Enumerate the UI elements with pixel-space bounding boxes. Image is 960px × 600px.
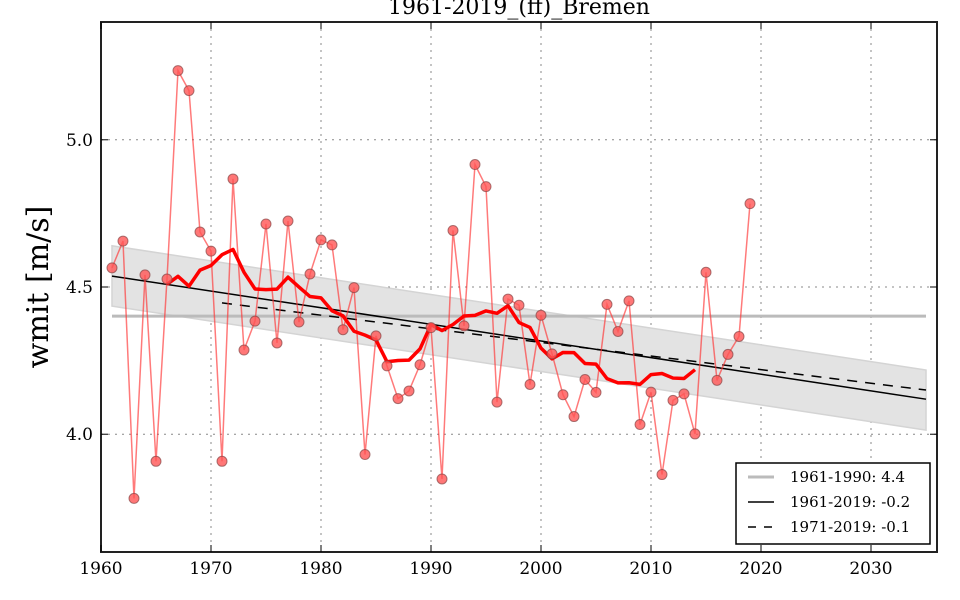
data-point: [601, 298, 613, 310]
data-point: [458, 320, 470, 332]
data-point: [612, 325, 624, 337]
data-point: [491, 396, 503, 408]
data-point: [469, 159, 481, 171]
data-point: [678, 388, 690, 400]
data-point: [711, 374, 723, 386]
y-axis-label: wmit [m/s]: [21, 206, 56, 369]
x-tick-label: 1960: [79, 559, 122, 579]
x-tick-label: 2030: [849, 559, 892, 579]
data-point: [722, 348, 734, 360]
data-point: [150, 455, 162, 467]
data-point: [524, 378, 536, 390]
legend-label-trend-1961: 1961-2019: -0.2: [790, 493, 910, 511]
y-axis: 4.0 4.5 5.0: [66, 131, 937, 445]
data-point: [238, 344, 250, 356]
data-point: [282, 215, 294, 227]
data-point: [689, 428, 701, 440]
data-point: [381, 360, 393, 372]
data-point: [634, 419, 646, 431]
data-point: [315, 234, 327, 246]
data-point: [128, 492, 140, 504]
y-tick-label: 4.0: [66, 425, 93, 445]
y-tick-label: 5.0: [66, 131, 93, 151]
data-point: [425, 322, 437, 334]
x-tick-label: 1990: [409, 559, 452, 579]
data-point: [139, 269, 151, 281]
data-point: [194, 226, 206, 238]
data-point: [656, 469, 668, 481]
data-point: [700, 266, 712, 278]
data-point: [744, 198, 756, 210]
data-point: [733, 330, 745, 342]
x-axis: 1960 1970 1980 1990 2000 2010 2020 2030: [79, 22, 893, 579]
legend: 1961-1990: 4.4 1961-2019: -0.2 1971-2019…: [735, 462, 931, 545]
x-tick-label: 2000: [519, 559, 562, 579]
data-point: [205, 245, 217, 257]
data-point: [117, 235, 129, 247]
data-point: [546, 348, 558, 360]
data-point: [271, 337, 283, 349]
data-point: [304, 268, 316, 280]
data-point: [579, 373, 591, 385]
data-point: [502, 293, 514, 305]
data-point: [535, 309, 547, 321]
trend-line-1961-2019: [111, 275, 927, 400]
data-point: [260, 218, 272, 230]
legend-label-trend-1971: 1971-2019: -0.1: [790, 518, 910, 536]
data-point: [183, 85, 195, 97]
legend-label-mean: 1961-1990: 4.4: [790, 468, 905, 486]
x-tick-label: 1970: [189, 559, 232, 579]
x-tick-label: 1980: [299, 559, 342, 579]
reference-lines: [111, 275, 927, 400]
data-point: [414, 359, 426, 371]
data-point: [623, 295, 635, 307]
data-point: [161, 273, 173, 285]
x-tick-label: 2020: [739, 559, 782, 579]
data-point: [568, 411, 580, 423]
data-point: [172, 65, 184, 77]
data-point: [337, 324, 349, 336]
x-tick-label: 2010: [629, 559, 672, 579]
data-point: [227, 173, 239, 185]
data-point: [106, 262, 118, 274]
data-point: [392, 393, 404, 405]
data-point: [557, 389, 569, 401]
data-point: [359, 449, 371, 461]
data-point: [293, 316, 305, 328]
data-point: [645, 386, 657, 398]
data-point: [436, 473, 448, 485]
chart-title: 1961-2019_(ff)_Bremen: [388, 0, 650, 20]
data-point: [216, 455, 228, 467]
data-point: [326, 239, 338, 251]
data-point: [348, 282, 360, 294]
data-point: [370, 330, 382, 342]
data-point: [667, 394, 679, 406]
data-points: [106, 65, 756, 504]
data-point: [590, 386, 602, 398]
data-point: [249, 315, 261, 327]
data-point: [513, 299, 525, 311]
data-point: [403, 385, 415, 397]
data-point: [447, 224, 459, 236]
data-point: [480, 181, 492, 193]
y-tick-label: 4.5: [66, 278, 93, 298]
